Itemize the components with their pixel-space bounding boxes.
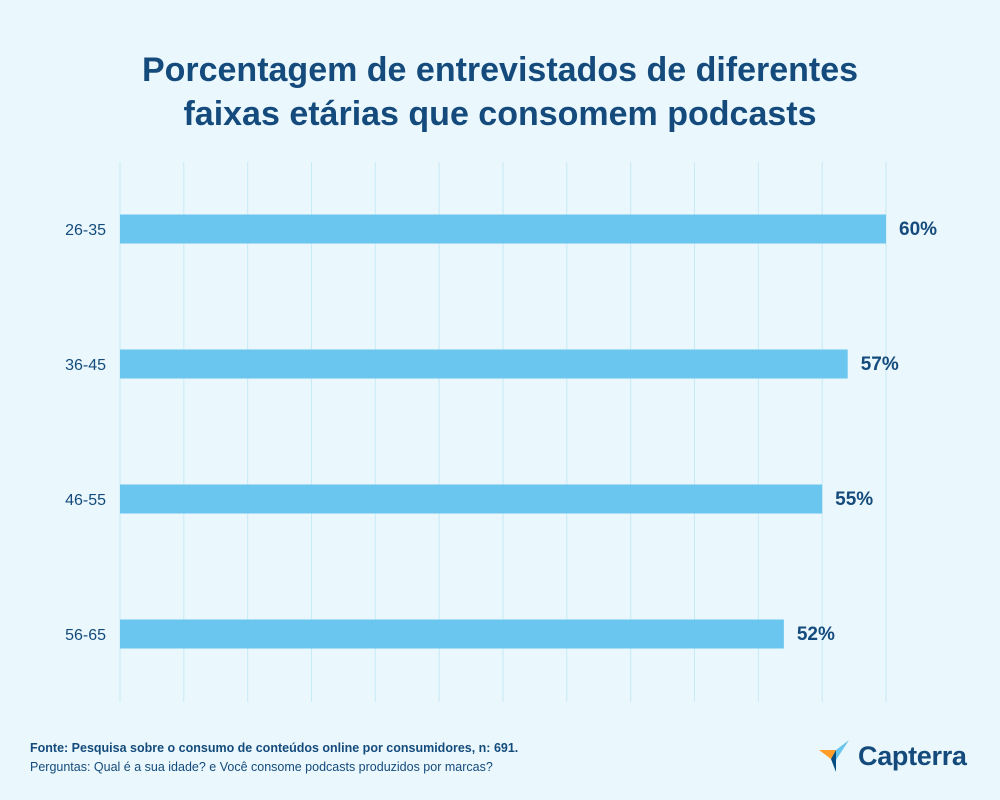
data-label: 55% bbox=[835, 489, 873, 510]
capterra-logo-icon bbox=[819, 740, 849, 772]
bar-chart: 26-35 60% 36-45 57% 46-55 55% 56-65 52% bbox=[65, 162, 937, 702]
bar-26-35 bbox=[120, 214, 886, 244]
chart-title-line-2: faixas etárias que consomem podcasts bbox=[183, 95, 817, 133]
data-label: 57% bbox=[861, 354, 899, 375]
capterra-logo: Capterra bbox=[818, 736, 967, 776]
y-tick-label: 46-55 bbox=[65, 492, 106, 509]
y-tick-label: 56-65 bbox=[65, 627, 106, 644]
bar-46-55 bbox=[120, 484, 823, 514]
chart-title: Porcentagem de entrevistados de diferent… bbox=[50, 48, 950, 136]
capterra-logo-text: Capterra bbox=[858, 740, 967, 771]
data-label: 52% bbox=[797, 624, 835, 645]
source-note: Fonte: Pesquisa sobre o consumo de conte… bbox=[30, 741, 519, 755]
y-tick-label: 26-35 bbox=[65, 222, 106, 239]
y-tick-label: 36-45 bbox=[65, 357, 106, 374]
questions-note: Perguntas: Qual é a sua idade? e Você co… bbox=[30, 760, 493, 774]
data-label: 60% bbox=[899, 219, 937, 240]
bar-56-65 bbox=[120, 619, 784, 649]
chart-title-line-1: Porcentagem de entrevistados de diferent… bbox=[141, 51, 859, 89]
bar-36-45 bbox=[120, 349, 848, 379]
chart-footer: Fonte: Pesquisa sobre o consumo de conte… bbox=[30, 739, 518, 777]
